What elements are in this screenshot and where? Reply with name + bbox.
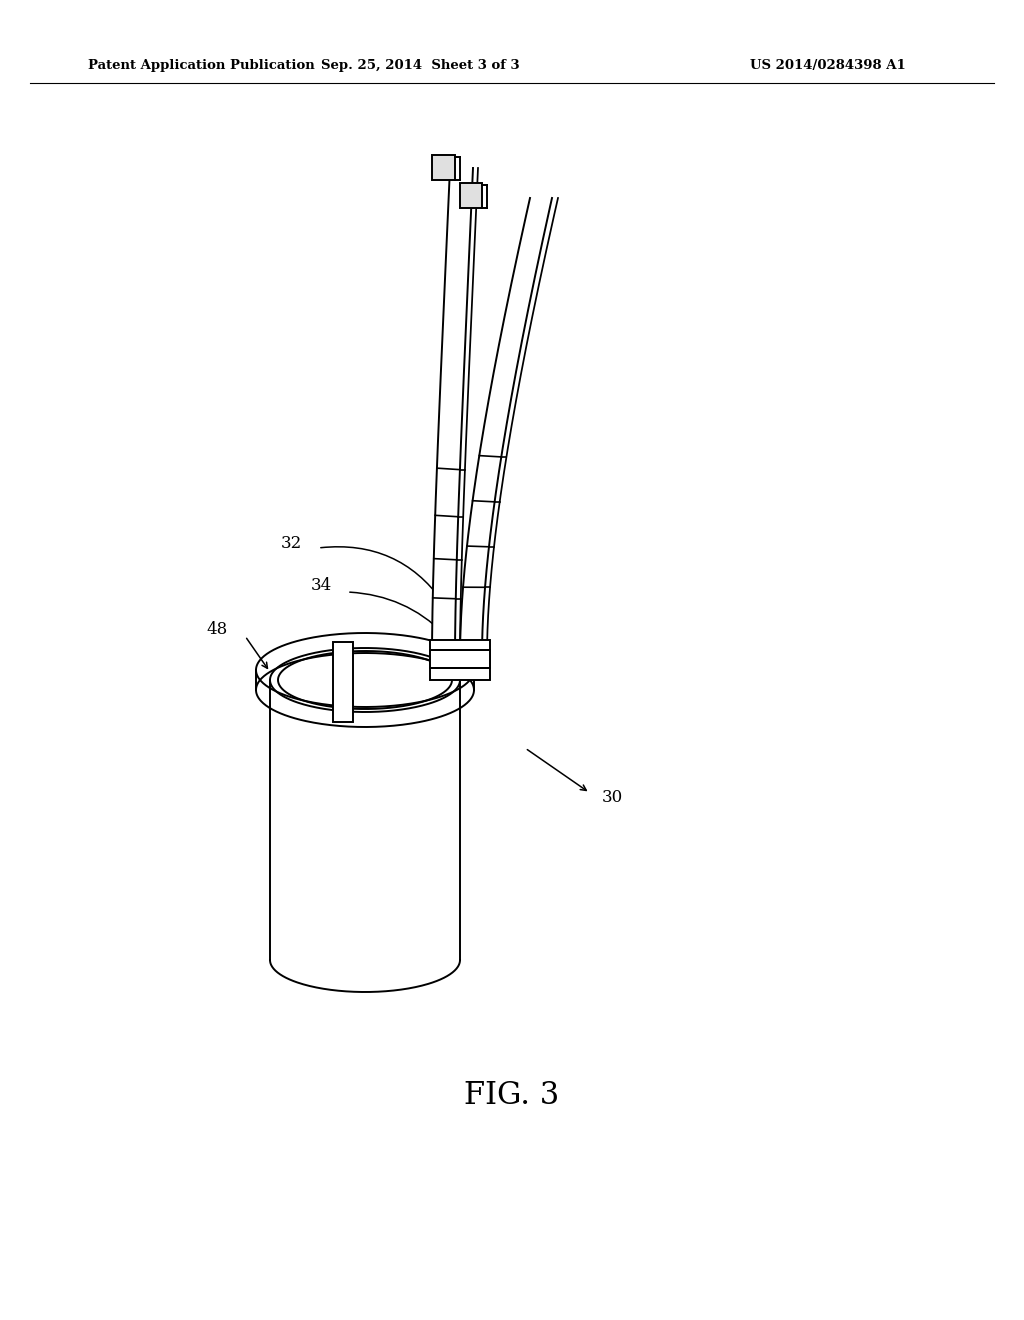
Polygon shape xyxy=(430,649,490,668)
Polygon shape xyxy=(430,640,490,680)
Text: 32: 32 xyxy=(281,535,302,552)
Polygon shape xyxy=(333,642,353,722)
Text: 34: 34 xyxy=(310,578,332,594)
Text: 30: 30 xyxy=(602,789,624,807)
Polygon shape xyxy=(432,154,455,180)
Polygon shape xyxy=(270,648,460,960)
Text: Sep. 25, 2014  Sheet 3 of 3: Sep. 25, 2014 Sheet 3 of 3 xyxy=(321,58,519,71)
Polygon shape xyxy=(460,183,482,209)
Text: 48: 48 xyxy=(207,622,228,639)
Text: FIG. 3: FIG. 3 xyxy=(464,1080,560,1110)
Text: Patent Application Publication: Patent Application Publication xyxy=(88,58,314,71)
Text: US 2014/0284398 A1: US 2014/0284398 A1 xyxy=(750,58,906,71)
